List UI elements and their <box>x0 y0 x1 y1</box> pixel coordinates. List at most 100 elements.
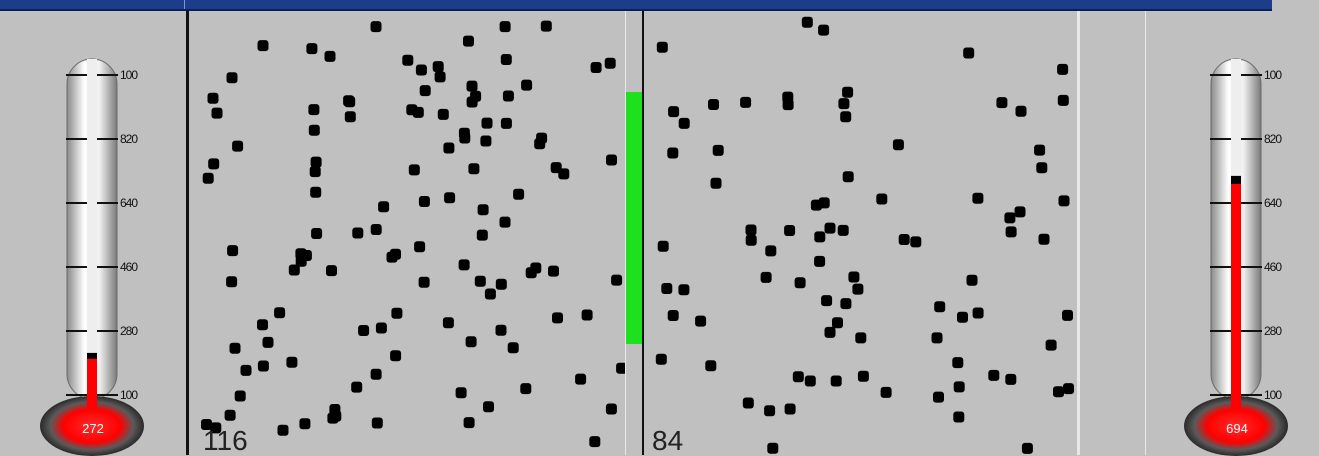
gas-particle <box>202 172 214 184</box>
gas-particle <box>468 163 480 175</box>
gas-particle <box>288 264 300 276</box>
gas-particle <box>695 315 707 327</box>
gas-particle <box>840 298 852 310</box>
gas-particle <box>344 96 356 108</box>
gas-particle <box>257 319 268 331</box>
gas-particle <box>370 224 382 235</box>
gas-particle <box>824 222 836 234</box>
gas-particle <box>745 234 757 246</box>
right-scale-label: 640 <box>1264 196 1282 210</box>
gas-particle <box>1058 195 1070 207</box>
gas-particle <box>611 274 623 286</box>
gas-particle <box>324 50 336 62</box>
gas-particle <box>1057 63 1069 75</box>
left-scale-label: 100 <box>120 388 138 402</box>
left-scale-label: 280 <box>120 324 138 338</box>
gas-particle <box>1038 233 1050 245</box>
gas-particle <box>483 401 494 413</box>
gas-particle <box>1015 105 1027 117</box>
gas-particle <box>499 21 511 33</box>
gas-particle <box>277 424 289 436</box>
gas-particle <box>953 411 965 423</box>
gas-particle <box>857 370 869 382</box>
gas-particle <box>201 419 212 430</box>
gas-particle <box>309 166 321 178</box>
left-scale-label: 640 <box>120 196 138 210</box>
gas-particle <box>500 54 512 65</box>
gas-particle <box>742 397 754 409</box>
gas-particle <box>227 245 239 257</box>
gas-particle <box>418 276 430 288</box>
gas-particle <box>463 417 475 429</box>
gas-particle <box>375 322 387 334</box>
gas-particle <box>1063 383 1074 395</box>
gas-particle <box>661 283 673 294</box>
gas-particle <box>842 171 854 183</box>
gas-particle <box>390 350 402 362</box>
gas-particle <box>558 168 570 180</box>
gas-particle <box>459 132 471 144</box>
gas-particle <box>286 356 298 368</box>
gas-particle <box>589 436 601 448</box>
gas-particle <box>534 138 546 150</box>
gas-particle <box>657 240 669 252</box>
gas-particle <box>391 307 403 319</box>
gas-particle <box>466 96 478 108</box>
left-scale-label: 820 <box>120 132 138 146</box>
gas-particle <box>552 312 563 324</box>
gas-particle <box>351 381 363 393</box>
gas-particle <box>764 405 776 417</box>
gas-particle <box>455 387 467 399</box>
panel-separator <box>1145 11 1146 455</box>
gas-particle <box>767 442 779 454</box>
gas-particle <box>814 231 826 243</box>
gas-particle <box>655 353 667 365</box>
gas-particle <box>226 72 238 84</box>
gas-particle <box>957 311 968 323</box>
gas-particle <box>876 193 888 205</box>
gas-particle <box>667 147 679 159</box>
gas-particle <box>705 360 717 372</box>
gas-particle <box>310 186 322 198</box>
left-particles <box>201 20 625 448</box>
gas-particle <box>229 342 241 354</box>
gas-particle <box>495 324 507 336</box>
gas-particle <box>740 96 752 108</box>
gas-particle <box>513 188 525 200</box>
gas-particle <box>257 40 269 52</box>
gas-particle <box>540 20 552 32</box>
gas-particle <box>996 97 1008 109</box>
left-temperature-readout: 272 <box>82 421 104 436</box>
piston[interactable] <box>626 92 642 344</box>
right-thermometer-graphic <box>1184 58 1288 456</box>
gas-particle <box>274 307 286 319</box>
gas-particle <box>1004 212 1016 224</box>
gas-particle <box>240 364 252 376</box>
gas-particle <box>442 317 454 329</box>
gas-particle <box>910 236 922 248</box>
gas-particle <box>892 139 904 151</box>
title-bar-separator <box>184 0 185 9</box>
gas-particle <box>678 284 690 296</box>
gas-particle <box>1045 339 1057 351</box>
gas-particle <box>745 224 757 236</box>
gas-particle <box>548 265 559 277</box>
gas-particle <box>1057 94 1069 106</box>
gas-particle <box>224 409 236 421</box>
gas-particle <box>1034 144 1046 156</box>
gas-particle <box>810 199 822 211</box>
gas-particle <box>668 106 680 118</box>
gas-particle <box>306 43 318 55</box>
gas-particle <box>507 342 519 354</box>
gas-particle <box>1036 162 1048 174</box>
gas-particle <box>824 326 836 338</box>
gas-particle <box>855 332 867 344</box>
gas-particle <box>495 278 507 290</box>
gas-particle <box>972 192 984 204</box>
gas-particle <box>295 248 307 260</box>
gas-particle <box>606 154 617 166</box>
gas-particle <box>667 310 679 321</box>
gas-particle <box>415 64 427 76</box>
gas-particle <box>804 375 816 387</box>
gas-particle <box>814 255 826 267</box>
